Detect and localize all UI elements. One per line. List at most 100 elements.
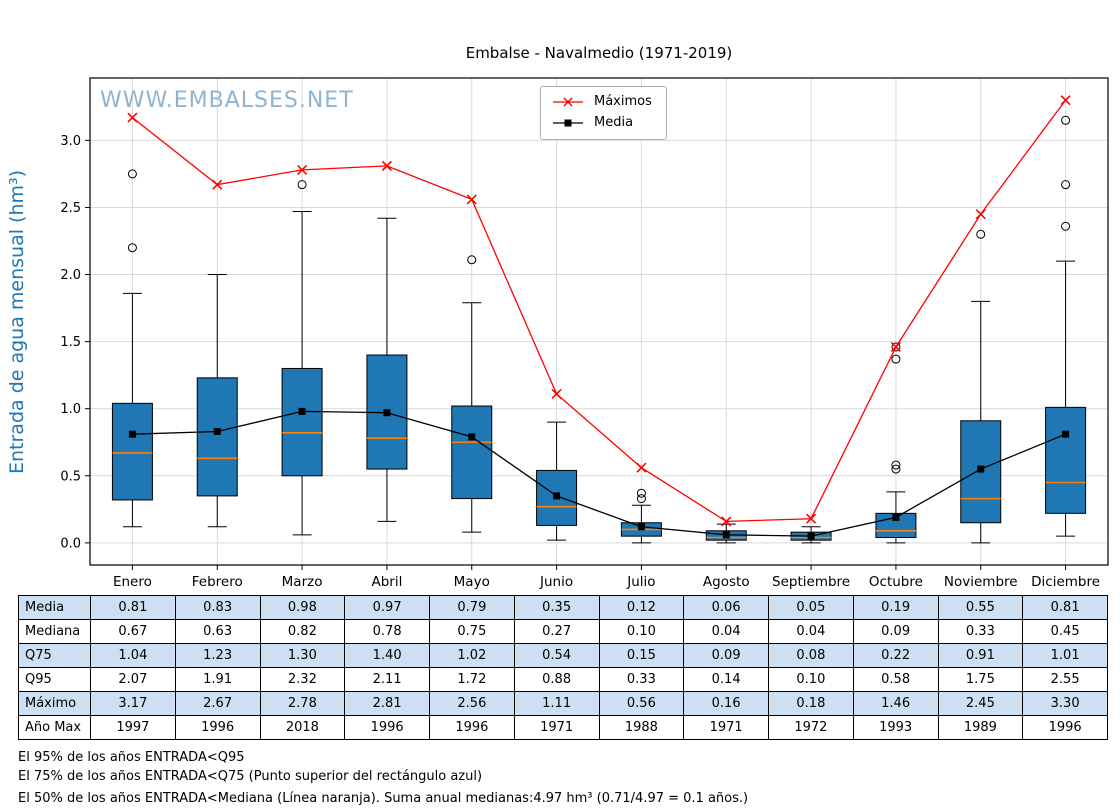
table-cell: 0.16 bbox=[683, 691, 769, 716]
x-tick-label: Abril bbox=[371, 574, 402, 590]
table-cell: 2.55 bbox=[1022, 667, 1108, 692]
table-cell: 0.97 bbox=[344, 595, 430, 620]
maximos-x-marker bbox=[212, 179, 223, 190]
media-line-icon bbox=[553, 119, 583, 126]
table-cell: 1.46 bbox=[852, 691, 939, 716]
table-cell: 0.81 bbox=[90, 595, 176, 620]
x-tick-label: Enero bbox=[113, 574, 152, 590]
table-cell: 0.06 bbox=[683, 595, 769, 620]
media-square-marker bbox=[892, 513, 900, 521]
media-square-marker bbox=[1062, 430, 1070, 438]
table-row: Año Max 1997 1996 2018 1996 1996 1971 1988 1971 1… bbox=[18, 715, 1108, 740]
outlier-circle bbox=[127, 169, 137, 179]
x-tick-label: Junio bbox=[539, 574, 573, 590]
table-cell: 0.10 bbox=[598, 619, 685, 644]
table-cell: 0.78 bbox=[344, 619, 430, 644]
legend: Máximos Media bbox=[540, 86, 667, 140]
table-cell: 1997 bbox=[90, 715, 176, 740]
plot-border bbox=[89, 77, 1109, 566]
y-tick-label: 1.0 bbox=[60, 402, 81, 417]
maximos-x-marker bbox=[127, 112, 138, 123]
outlier-circle bbox=[636, 494, 646, 504]
y-tick-label: 1.5 bbox=[60, 335, 81, 350]
media-square-marker bbox=[298, 407, 306, 415]
table-cell: 3.17 bbox=[90, 691, 176, 716]
x-tick-label: Marzo bbox=[282, 574, 323, 590]
table-cell: 2.32 bbox=[259, 667, 346, 692]
outlier-circle bbox=[1061, 115, 1071, 125]
media-square-marker bbox=[213, 428, 221, 436]
legend-label-maximos: Máximos bbox=[594, 94, 652, 109]
box bbox=[281, 367, 323, 477]
table-row: Q95 2.07 1.91 2.32 2.11 1.72 0.88 0.33 0.14 0.10 0… bbox=[18, 667, 1108, 692]
outlier-circle bbox=[891, 460, 901, 470]
box bbox=[196, 377, 238, 497]
table-cell: 3.30 bbox=[1022, 691, 1108, 716]
maximos-x-marker bbox=[721, 516, 732, 527]
table-cell: 0.55 bbox=[937, 595, 1024, 620]
table-cell: 0.81 bbox=[1022, 595, 1108, 620]
table-cell: 1971 bbox=[683, 715, 769, 740]
maximos-x-marker bbox=[975, 209, 986, 220]
table-cell: 0.18 bbox=[768, 691, 854, 716]
x-tick-label: Agosto bbox=[703, 574, 750, 590]
table-cell: 2.81 bbox=[344, 691, 430, 716]
table-cell: 0.33 bbox=[937, 619, 1024, 644]
table-cell: 0.05 bbox=[768, 595, 854, 620]
box bbox=[875, 512, 917, 538]
outlier-circle bbox=[891, 342, 901, 352]
media-line bbox=[132, 410, 1066, 537]
footnote-q95: El 95% de los años ENTRADA<Q95 bbox=[18, 750, 245, 765]
maximos-x-marker bbox=[551, 388, 562, 400]
row-label: Q75 bbox=[18, 643, 91, 668]
outlier-circle bbox=[127, 243, 137, 253]
table-cell: 0.33 bbox=[598, 667, 685, 692]
table-cell: 2.11 bbox=[344, 667, 430, 692]
row-label: Máximo bbox=[18, 691, 91, 716]
outlier-circle bbox=[1061, 221, 1071, 231]
row-label: Mediana bbox=[18, 619, 91, 644]
table-cell: 0.45 bbox=[1022, 619, 1108, 644]
media-square-marker bbox=[468, 433, 476, 441]
x-tick-label: Mayo bbox=[454, 574, 490, 590]
x-tick-label: Octubre bbox=[869, 574, 923, 590]
outlier-circle bbox=[297, 180, 307, 190]
stats-table: Media 0.81 0.83 0.98 0.97 0.79 0.35 0.12 0.06 0.0… bbox=[18, 595, 1108, 740]
table-cell: 0.04 bbox=[683, 619, 769, 644]
table-cell: 0.75 bbox=[429, 619, 515, 644]
legend-label-media: Media bbox=[594, 115, 634, 130]
chart-title: Embalse - Navalmedio (1971-2019) bbox=[465, 44, 733, 62]
legend-entry-maximos: Máximos bbox=[551, 94, 652, 109]
table-cell: 1996 bbox=[344, 715, 430, 740]
table-cell: 0.83 bbox=[174, 595, 261, 620]
box bbox=[111, 402, 153, 501]
media-square-marker bbox=[128, 430, 136, 438]
table-row: Mediana 0.67 0.63 0.82 0.78 0.75 0.27 0.10 0.04 0… bbox=[18, 619, 1108, 644]
y-tick-label: 2.0 bbox=[60, 268, 81, 283]
media-square-marker bbox=[553, 492, 561, 500]
table-cell: 0.09 bbox=[683, 643, 769, 668]
table-cell: 0.27 bbox=[513, 619, 600, 644]
table-cell: 1.91 bbox=[174, 667, 261, 692]
box bbox=[451, 405, 493, 500]
table-cell: 1.30 bbox=[259, 643, 346, 668]
outlier-circle bbox=[1061, 180, 1071, 190]
table-cell: 0.54 bbox=[513, 643, 600, 668]
x-tick-label: Febrero bbox=[192, 574, 243, 590]
table-row: Q75 1.04 1.23 1.30 1.40 1.02 0.54 0.15 0.09 0.08 0… bbox=[18, 643, 1108, 668]
table-cell: 2.67 bbox=[174, 691, 261, 716]
maximos-x-marker bbox=[381, 160, 392, 171]
x-tick-label: Septiembre bbox=[772, 574, 850, 590]
maximos-line bbox=[132, 99, 1067, 523]
maximos-x-marker bbox=[806, 513, 817, 524]
maximos-x-marker bbox=[297, 164, 308, 175]
footnote-mediana: El 50% de los años ENTRADA<Mediana (Líne… bbox=[18, 791, 749, 806]
media-square-marker bbox=[383, 409, 391, 417]
table-cell: 0.15 bbox=[598, 643, 685, 668]
box bbox=[1045, 406, 1087, 514]
y-tick-label: 2.5 bbox=[60, 201, 81, 216]
x-tick-label: Julio bbox=[626, 574, 655, 590]
footnotes: El 95% de los años ENTRADA<Q95 El 75% de… bbox=[18, 748, 748, 808]
y-tick-label: 0.0 bbox=[60, 536, 81, 551]
